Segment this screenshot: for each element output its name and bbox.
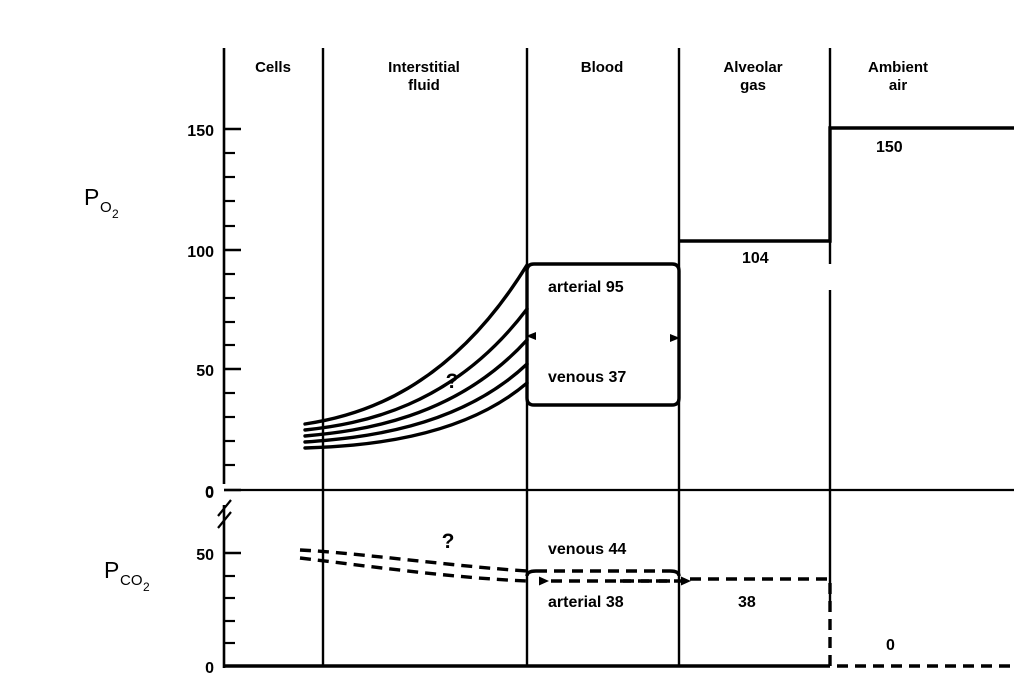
po2-cell-curve-4 [303, 362, 529, 444]
pco2-axis-title-subscript: 2 [143, 580, 150, 594]
pco2-unknown-marker: ? [442, 530, 455, 553]
po2-axis-title-main: P [84, 184, 99, 210]
compartment-label-cells: Cells [255, 59, 291, 76]
po2-blood-box-outline [525, 262, 681, 407]
pco2-blood-left-cap [525, 569, 537, 577]
pco2-major-ticks [224, 551, 241, 668]
pco2-alveolar-value: 38 [738, 594, 756, 611]
pco2-axis: 0 50 0 [196, 485, 241, 677]
pco2-alveolar-ambient-step [690, 577, 1014, 668]
po2-cell-curve-3 [303, 338, 529, 438]
pco2-blood-section: venous 44 arterial 38 [525, 541, 691, 611]
po2-cell-curve-2 [303, 307, 529, 432]
pco2-cell-curve-lower [299, 556, 528, 583]
po2-cell-curves [303, 263, 529, 450]
compartment-label-interstitial-1: Interstitial [388, 59, 460, 76]
po2-major-ticks [224, 127, 241, 492]
po2-cell-curve-5 [303, 381, 529, 450]
po2-alveolar-ambient-step [679, 126, 1014, 243]
pco2-axis-title: P CO 2 [104, 557, 150, 594]
po2-ambient-value: 150 [876, 139, 903, 156]
pco2-ambient-value: 0 [886, 637, 895, 654]
compartment-label-ambient-2: air [889, 77, 908, 94]
compartment-headers: Cells Interstitial fluid Blood Alveolar … [255, 59, 928, 94]
po2-tick-0: 0 [205, 484, 214, 501]
pco2-axis-title-main: P [104, 557, 119, 583]
po2-tick-50: 50 [196, 363, 214, 380]
compartment-label-interstitial-2: fluid [408, 77, 440, 94]
pco2-tick-top-0: 0 [205, 485, 214, 502]
pco2-axis-title-sub: CO [120, 572, 143, 589]
po2-blood-box: arterial 95 venous 37 [525, 262, 681, 407]
po2-axis-title-subscript: 2 [112, 207, 119, 221]
compartment-dividers [321, 48, 832, 666]
po2-tick-150: 150 [187, 123, 214, 140]
pco2-step-trace [690, 577, 1014, 668]
pco2-tick-50: 50 [196, 547, 214, 564]
po2-arterial-label: arterial 95 [548, 279, 624, 296]
compartment-label-alveolar-2: gas [740, 77, 766, 94]
po2-tick-100: 100 [187, 244, 214, 261]
compartment-label-alveolar-1: Alveolar [723, 59, 782, 76]
pco2-minor-ticks [224, 574, 235, 645]
pco2-blood-right-cap [669, 569, 681, 577]
po2-axis-title-sub: O [100, 199, 112, 216]
pco2-arterial-label: arterial 38 [548, 594, 624, 611]
po2-step-trace [679, 126, 1014, 243]
compartment-label-blood: Blood [581, 59, 624, 76]
pco2-cell-curves [299, 548, 528, 583]
pco2-tick-0: 0 [205, 660, 214, 677]
pco2-cell-curve-upper [299, 548, 528, 573]
compartment-label-ambient-1: Ambient [868, 59, 928, 76]
po2-axis-title: P O 2 [84, 184, 119, 221]
po2-cell-curve-1 [303, 263, 529, 426]
po2-minor-ticks [224, 151, 235, 467]
po2-axis: 150 100 50 0 [187, 48, 241, 501]
po2-unknown-marker: ? [446, 370, 459, 393]
pco2-venous-label: venous 44 [548, 541, 626, 558]
po2-alveolar-value: 104 [742, 250, 769, 267]
po2-venous-label: venous 37 [548, 369, 626, 386]
